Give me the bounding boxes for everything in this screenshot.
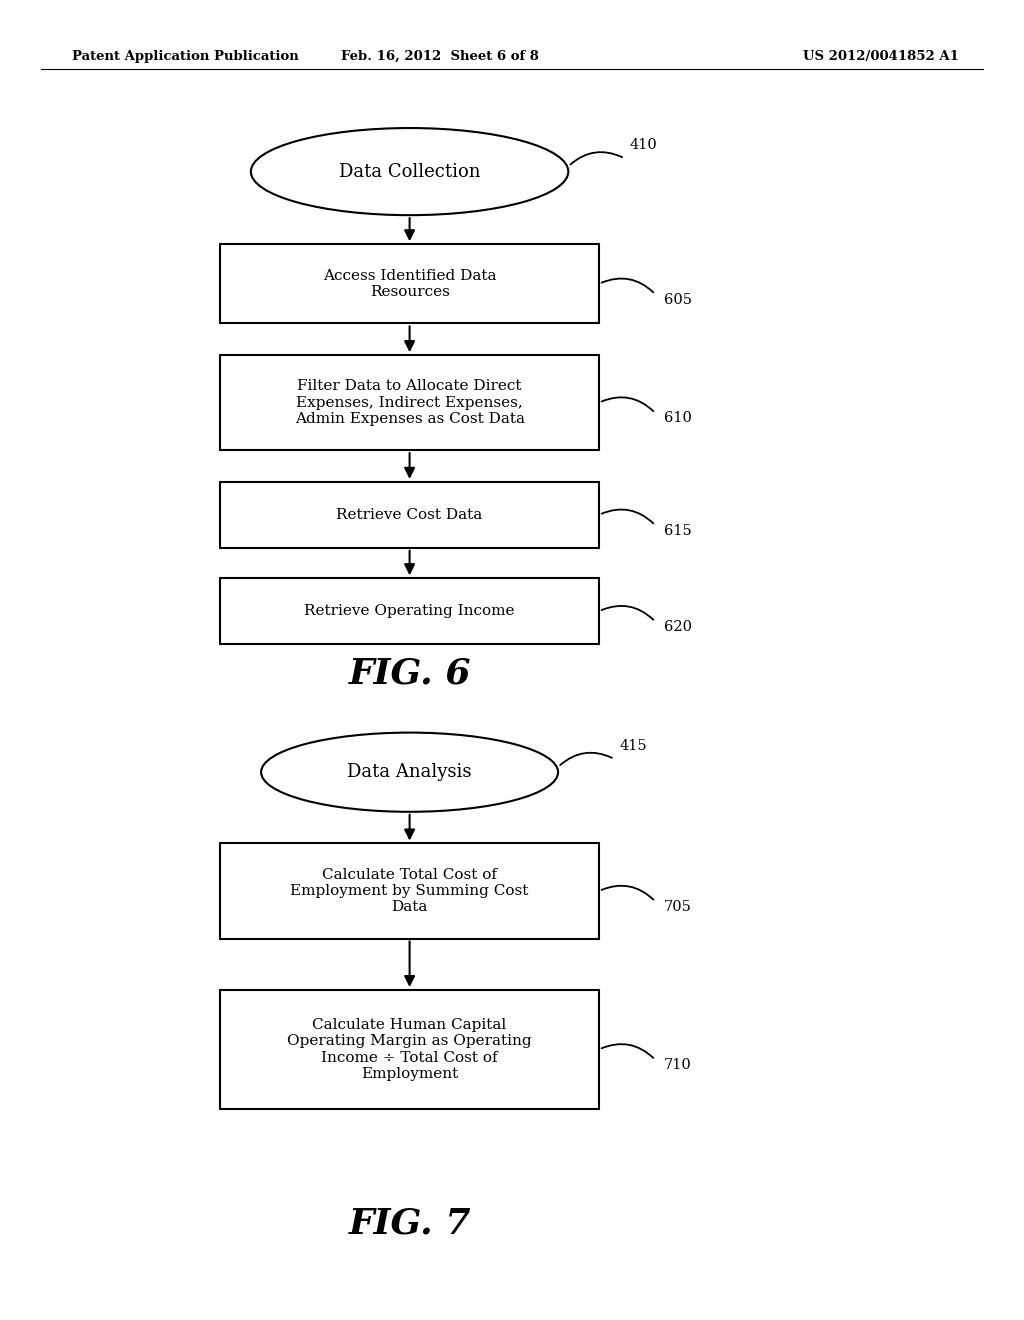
Text: Patent Application Publication: Patent Application Publication xyxy=(72,50,298,63)
Text: Data Collection: Data Collection xyxy=(339,162,480,181)
Text: Calculate Human Capital
Operating Margin as Operating
Income ÷ Total Cost of
Emp: Calculate Human Capital Operating Margin… xyxy=(288,1018,531,1081)
Text: 705: 705 xyxy=(664,900,691,913)
Text: Retrieve Cost Data: Retrieve Cost Data xyxy=(337,508,482,521)
Bar xyxy=(220,482,599,548)
Text: 415: 415 xyxy=(620,739,647,752)
Text: US 2012/0041852 A1: US 2012/0041852 A1 xyxy=(803,50,958,63)
Text: 620: 620 xyxy=(664,620,691,634)
Text: Data Analysis: Data Analysis xyxy=(347,763,472,781)
Text: 410: 410 xyxy=(630,139,657,152)
Text: 610: 610 xyxy=(664,412,691,425)
Text: 605: 605 xyxy=(664,293,691,306)
Bar xyxy=(220,990,599,1109)
Text: 615: 615 xyxy=(664,524,691,537)
Bar xyxy=(220,355,599,450)
Bar xyxy=(220,843,599,939)
Bar xyxy=(220,578,599,644)
Text: Feb. 16, 2012  Sheet 6 of 8: Feb. 16, 2012 Sheet 6 of 8 xyxy=(341,50,540,63)
Text: Access Identified Data
Resources: Access Identified Data Resources xyxy=(323,269,497,298)
Text: Retrieve Operating Income: Retrieve Operating Income xyxy=(304,605,515,618)
Text: FIG. 7: FIG. 7 xyxy=(348,1206,471,1241)
Text: FIG. 6: FIG. 6 xyxy=(348,656,471,690)
Text: Filter Data to Allocate Direct
Expenses, Indirect Expenses,
Admin Expenses as Co: Filter Data to Allocate Direct Expenses,… xyxy=(295,379,524,426)
Text: Calculate Total Cost of
Employment by Summing Cost
Data: Calculate Total Cost of Employment by Su… xyxy=(291,867,528,915)
Text: 710: 710 xyxy=(664,1059,691,1072)
Bar xyxy=(220,244,599,323)
